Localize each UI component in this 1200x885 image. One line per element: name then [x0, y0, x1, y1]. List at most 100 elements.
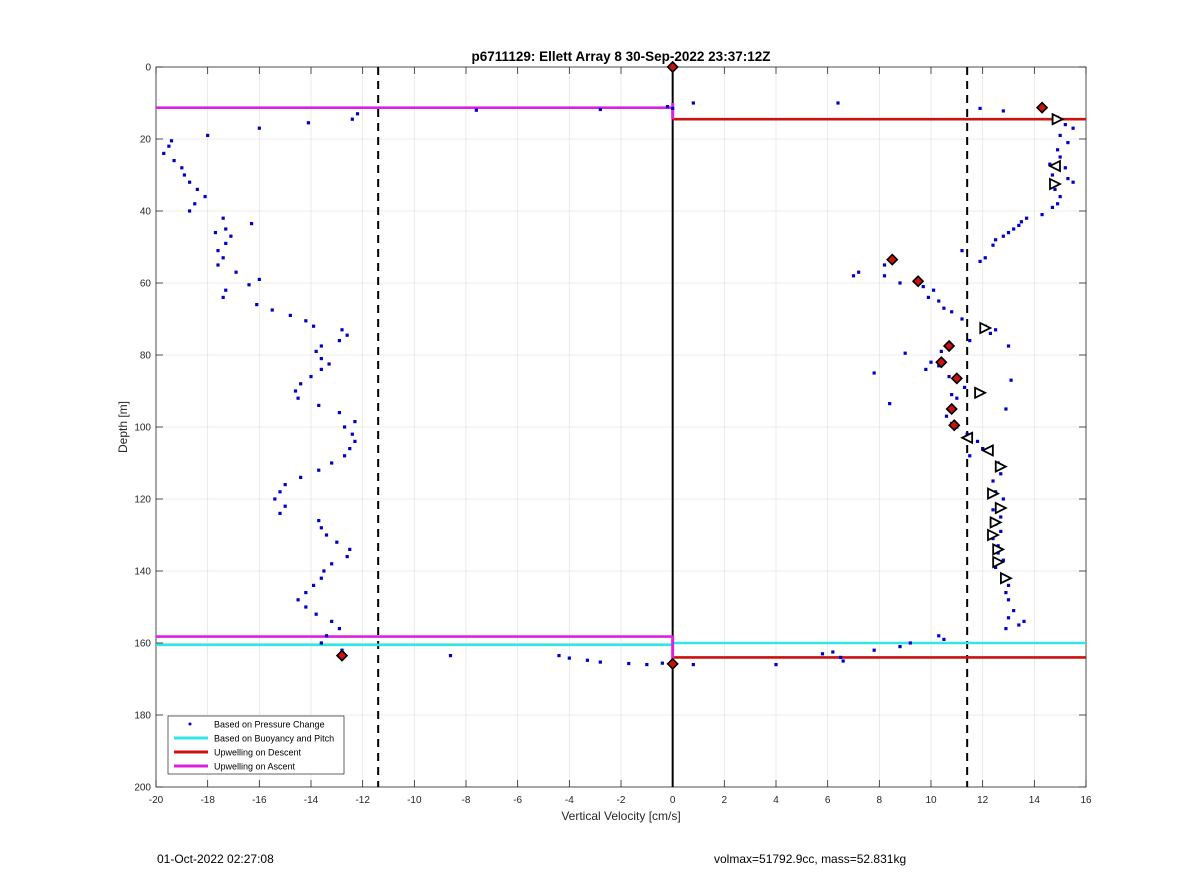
pressure-point-descent	[1017, 623, 1021, 627]
line-layer	[156, 67, 1086, 787]
pressure-point-descent	[1012, 609, 1016, 613]
y-tick-label: 180	[134, 711, 151, 722]
pressure-point-descent	[1006, 616, 1011, 620]
pressure-point-ascent	[330, 619, 334, 623]
pressure-point-descent	[1009, 378, 1013, 382]
pressure-point-ascent	[627, 661, 631, 666]
triangle-marker	[1047, 159, 1061, 173]
y-tick-label: 80	[140, 351, 152, 362]
x-tick-label: -14	[304, 795, 319, 806]
pressure-point-descent	[955, 396, 959, 400]
triangle-marker	[979, 321, 993, 335]
pressure-point-ascent	[193, 202, 197, 206]
y-tick-label: 100	[134, 423, 151, 434]
legend-entry-descent: Upwelling on Descent	[174, 748, 302, 758]
y-tick-label: 140	[134, 567, 151, 578]
pressure-point-ascent	[221, 216, 225, 220]
pressure-point-ascent	[330, 562, 334, 566]
pressure-point-ascent	[278, 511, 282, 515]
x-tick-label: 8	[877, 795, 883, 806]
pressure-point-descent	[1017, 223, 1021, 227]
pressure-point-descent	[950, 310, 954, 314]
pressure-point-ascent	[350, 117, 354, 121]
pressure-point-descent	[983, 256, 987, 260]
triangle-marker	[992, 555, 1006, 569]
pressure-point-ascent	[213, 231, 218, 235]
pressure-point-ascent	[319, 367, 323, 371]
pressure-point-ascent	[324, 634, 329, 638]
pressure-point-descent	[851, 274, 856, 278]
pressure-point-descent	[991, 508, 995, 512]
pressure-point-ascent	[296, 396, 300, 400]
pressure-point-descent	[1050, 205, 1055, 209]
x-tick-label: -2	[617, 795, 626, 806]
pressure-point-descent	[937, 299, 941, 303]
pressure-point-ascent	[229, 234, 233, 238]
pressure-point-descent	[962, 385, 967, 389]
pressure-point-descent	[996, 544, 1000, 548]
pressure-point-ascent	[304, 605, 308, 609]
pressure-point-descent	[1006, 598, 1011, 602]
pressure-point-ascent	[337, 339, 342, 343]
pressure-point-ascent	[355, 112, 360, 116]
pressure-point-ascent	[319, 576, 323, 580]
pressure-point-ascent	[660, 661, 664, 665]
pressure-point-descent	[1006, 583, 1011, 587]
pressure-point-ascent	[273, 497, 277, 501]
pressure-point-ascent	[353, 420, 357, 424]
x-tick-label: -4	[565, 795, 574, 806]
pressure-point-ascent	[598, 107, 602, 112]
flagged-point-marker	[666, 657, 679, 671]
pressure-point-ascent	[350, 432, 354, 436]
pressure-point-ascent	[187, 180, 192, 184]
pressure-point-ascent	[340, 328, 344, 332]
pressure-point-descent	[968, 339, 972, 343]
pressure-point-descent	[942, 306, 946, 310]
pressure-point-ascent	[327, 362, 331, 366]
pressure-point-ascent	[337, 627, 342, 631]
triangle-marker	[1049, 177, 1063, 191]
pressure-point-descent	[944, 414, 949, 418]
triangle-marker	[994, 501, 1008, 515]
pressure-point-ascent	[324, 533, 329, 537]
pressure-point-ascent	[598, 660, 602, 664]
pressure-point-descent	[999, 515, 1003, 519]
triangle-marker	[987, 487, 1001, 501]
triangle-marker	[1000, 571, 1013, 585]
pressure-point-descent	[882, 274, 887, 278]
y-tick-label: 0	[145, 63, 151, 74]
pressure-point-ascent	[167, 144, 171, 148]
pressure-point-descent	[978, 259, 982, 263]
pressure-point-descent	[991, 537, 995, 541]
x-tick-label: -18	[200, 795, 215, 806]
pressure-point-descent	[1058, 155, 1062, 159]
y-tick-label: 200	[134, 783, 151, 794]
pressure-point-ascent	[257, 126, 261, 130]
pressure-point-ascent	[288, 313, 292, 317]
pressure-point-ascent	[348, 547, 352, 551]
x-tick-label: 2	[722, 795, 728, 806]
x-tick-label: -20	[149, 795, 164, 806]
pressure-point-ascent	[299, 382, 303, 386]
pressure-point-descent	[1058, 133, 1062, 137]
pressure-point-ascent	[319, 641, 323, 645]
pressure-point-descent	[978, 106, 982, 110]
y-tick-label: 60	[140, 279, 152, 290]
pressure-point-descent	[1053, 187, 1057, 191]
pressure-point-descent	[838, 655, 843, 659]
pressure-point-ascent	[283, 483, 287, 487]
pressure-point-ascent	[645, 663, 649, 667]
legend-entry-pressure: Based on Pressure Change	[188, 720, 325, 730]
pressure-point-descent	[1001, 497, 1005, 501]
pressure-point-descent	[898, 645, 902, 649]
pressure-point-ascent	[257, 277, 261, 281]
pressure-point-descent	[1022, 619, 1026, 623]
pressure-point-descent	[1066, 177, 1070, 181]
pressure-point-ascent	[585, 658, 590, 662]
pressure-point-descent	[960, 249, 964, 253]
pressure-point-ascent	[234, 270, 238, 274]
pressure-point-descent	[996, 551, 1000, 555]
pressure-point-descent	[1066, 141, 1070, 145]
pressure-point-ascent	[342, 425, 347, 429]
pressure-point-ascent	[317, 519, 321, 523]
